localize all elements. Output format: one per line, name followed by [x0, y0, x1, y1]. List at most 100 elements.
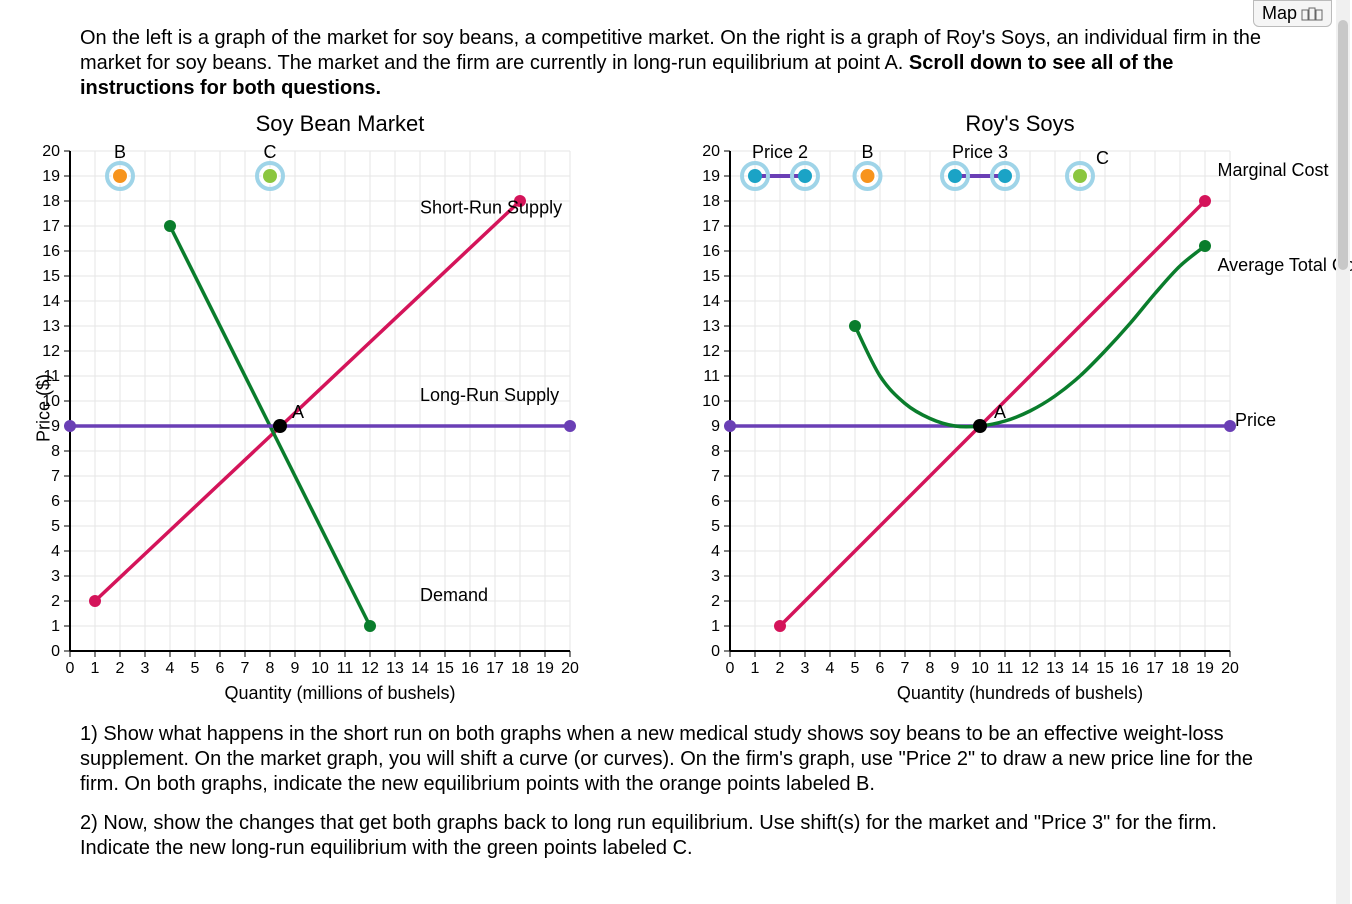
svg-text:0: 0 — [51, 643, 60, 660]
svg-text:15: 15 — [436, 660, 454, 677]
svg-text:2: 2 — [116, 660, 125, 677]
chart1-xlabel: Quantity (millions of bushels) — [20, 683, 660, 704]
svg-text:16: 16 — [42, 243, 60, 260]
questions-block: 1) Show what happens in the short run on… — [80, 722, 1272, 861]
svg-text:13: 13 — [702, 318, 720, 335]
svg-text:19: 19 — [536, 660, 554, 677]
svg-text:6: 6 — [711, 493, 720, 510]
firm-chart[interactable]: Roy's Soys 01234567891011121314151617181… — [680, 111, 1352, 704]
svg-text:15: 15 — [1096, 660, 1114, 677]
chart2-xlabel: Quantity (hundreds of bushels) — [680, 683, 1352, 704]
question-2: 2) Now, show the changes that get both g… — [80, 811, 1272, 861]
question-1: 1) Show what happens in the short run on… — [80, 722, 1272, 797]
svg-text:1: 1 — [91, 660, 100, 677]
svg-text:17: 17 — [1146, 660, 1164, 677]
svg-text:0: 0 — [726, 660, 735, 677]
svg-text:18: 18 — [702, 193, 720, 210]
svg-text:13: 13 — [1046, 660, 1064, 677]
svg-text:5: 5 — [851, 660, 860, 677]
svg-text:20: 20 — [561, 660, 579, 677]
svg-text:20: 20 — [1221, 660, 1239, 677]
intro-text: On the left is a graph of the market for… — [80, 26, 1272, 101]
svg-text:8: 8 — [711, 443, 720, 460]
chart1-title: Soy Bean Market — [20, 111, 660, 137]
svg-text:11: 11 — [703, 368, 720, 385]
svg-text:4: 4 — [51, 543, 60, 560]
scrollbar-thumb[interactable] — [1338, 20, 1348, 270]
svg-text:20: 20 — [702, 143, 720, 160]
svg-text:16: 16 — [461, 660, 479, 677]
svg-text:6: 6 — [51, 493, 60, 510]
svg-text:4: 4 — [711, 543, 720, 560]
svg-text:0: 0 — [711, 643, 720, 660]
svg-text:17: 17 — [42, 218, 60, 235]
svg-text:18: 18 — [1171, 660, 1189, 677]
svg-text:3: 3 — [801, 660, 810, 677]
svg-text:5: 5 — [711, 518, 720, 535]
svg-text:14: 14 — [1071, 660, 1089, 677]
market-chart[interactable]: Soy Bean Market Price ($) 01234567891011… — [20, 111, 660, 704]
svg-text:2: 2 — [711, 593, 720, 610]
svg-text:4: 4 — [826, 660, 835, 677]
svg-text:Price: Price — [1235, 410, 1276, 430]
svg-text:13: 13 — [386, 660, 404, 677]
svg-text:13: 13 — [42, 318, 60, 335]
svg-text:2: 2 — [51, 593, 60, 610]
svg-text:0: 0 — [66, 660, 75, 677]
svg-text:11: 11 — [997, 660, 1014, 677]
svg-text:12: 12 — [702, 343, 720, 360]
svg-text:6: 6 — [216, 660, 225, 677]
svg-text:12: 12 — [361, 660, 379, 677]
svg-text:19: 19 — [42, 168, 60, 185]
svg-text:14: 14 — [42, 293, 60, 310]
svg-text:9: 9 — [291, 660, 300, 677]
svg-text:14: 14 — [411, 660, 429, 677]
map-icon — [1301, 7, 1323, 21]
svg-text:2: 2 — [776, 660, 785, 677]
svg-text:16: 16 — [702, 243, 720, 260]
svg-text:Long-Run Supply: Long-Run Supply — [420, 385, 559, 405]
svg-text:20: 20 — [42, 143, 60, 160]
svg-text:4: 4 — [166, 660, 175, 677]
svg-text:16: 16 — [1121, 660, 1139, 677]
svg-text:3: 3 — [711, 568, 720, 585]
svg-text:1: 1 — [711, 618, 720, 635]
svg-text:3: 3 — [51, 568, 60, 585]
svg-text:14: 14 — [702, 293, 720, 310]
svg-text:10: 10 — [311, 660, 329, 677]
svg-text:B: B — [114, 142, 126, 162]
scrollbar[interactable] — [1336, 0, 1350, 904]
svg-text:7: 7 — [901, 660, 910, 677]
svg-text:7: 7 — [51, 468, 60, 485]
svg-text:C: C — [1096, 148, 1109, 168]
svg-text:A: A — [994, 402, 1006, 422]
svg-text:10: 10 — [971, 660, 989, 677]
svg-text:Price 2: Price 2 — [752, 142, 808, 162]
svg-text:5: 5 — [51, 518, 60, 535]
svg-text:A: A — [292, 402, 304, 422]
svg-text:9: 9 — [951, 660, 960, 677]
svg-text:15: 15 — [702, 268, 720, 285]
svg-text:6: 6 — [876, 660, 885, 677]
chart2-title: Roy's Soys — [680, 111, 1352, 137]
svg-text:7: 7 — [241, 660, 250, 677]
svg-text:12: 12 — [1021, 660, 1039, 677]
svg-text:1: 1 — [51, 618, 60, 635]
svg-text:8: 8 — [51, 443, 60, 460]
svg-text:17: 17 — [702, 218, 720, 235]
svg-text:12: 12 — [42, 343, 60, 360]
svg-text:Average Total Cost: Average Total Cost — [1218, 255, 1352, 275]
svg-text:B: B — [861, 142, 873, 162]
svg-text:1: 1 — [751, 660, 760, 677]
map-button[interactable]: Map — [1253, 0, 1332, 27]
svg-text:3: 3 — [141, 660, 150, 677]
svg-text:8: 8 — [266, 660, 275, 677]
svg-text:18: 18 — [42, 193, 60, 210]
svg-text:Marginal Cost: Marginal Cost — [1218, 160, 1329, 180]
svg-text:9: 9 — [711, 418, 720, 435]
svg-text:5: 5 — [191, 660, 200, 677]
y-axis-label-1: Price ($) — [34, 373, 55, 441]
svg-text:17: 17 — [486, 660, 504, 677]
svg-text:Price 3: Price 3 — [952, 142, 1008, 162]
svg-text:18: 18 — [511, 660, 529, 677]
